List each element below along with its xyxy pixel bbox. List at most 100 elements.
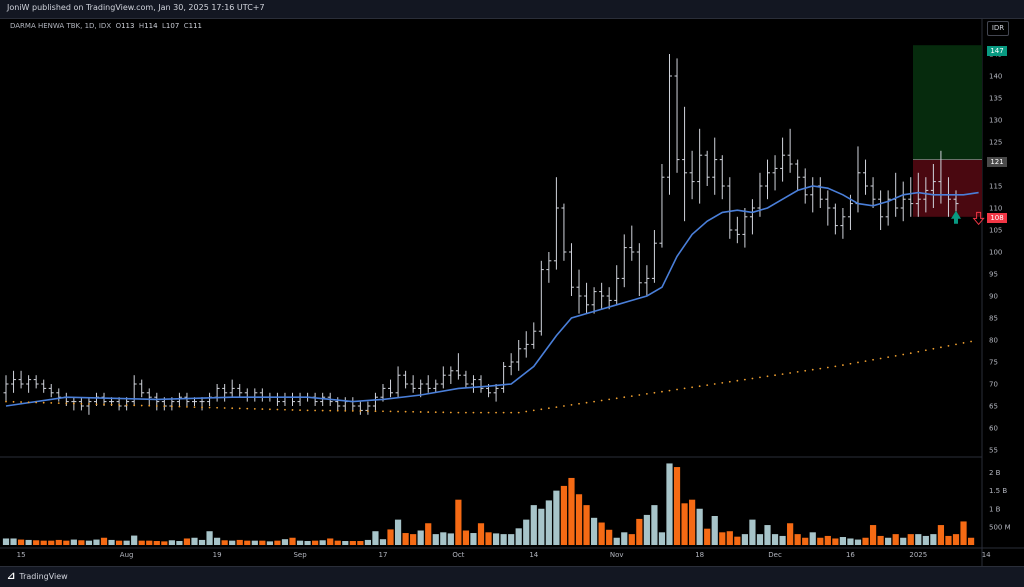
volume-bar [93, 540, 99, 545]
dotted-ma-point [171, 406, 173, 408]
volume-bar [915, 534, 921, 545]
dotted-ma-point [450, 412, 452, 414]
dotted-ma-point [111, 404, 113, 406]
volume-bar [546, 500, 552, 545]
volume-bar [425, 523, 431, 545]
volume-bar [870, 525, 876, 545]
price-tick-label: 55 [989, 447, 998, 455]
dotted-ma-point [88, 403, 90, 405]
volume-bar [327, 538, 333, 545]
volume-bar [938, 525, 944, 545]
dotted-ma-point [80, 403, 82, 405]
dotted-ma-point [359, 410, 361, 412]
volume-tick-label: 2 B [989, 469, 1001, 477]
dotted-ma-point [457, 412, 459, 414]
dotted-ma-point [601, 400, 603, 402]
dotted-ma-point [495, 412, 497, 414]
dotted-ma-point [548, 407, 550, 409]
dotted-ma-point [578, 403, 580, 405]
price-tick-label: 90 [989, 293, 998, 301]
dotted-ma-point [194, 406, 196, 408]
volume-bar [538, 509, 544, 545]
volume-bar [274, 541, 280, 545]
dotted-ma-point [141, 405, 143, 407]
volume-bar [621, 532, 627, 545]
volume-bar [727, 531, 733, 545]
dotted-ma-point [865, 360, 867, 362]
dotted-ma-point [148, 405, 150, 407]
dotted-ma-point [654, 392, 656, 394]
volume-bar [659, 532, 665, 545]
dotted-ma-point [179, 406, 181, 408]
dotted-ma-point [473, 412, 475, 414]
dotted-ma-point [375, 410, 377, 412]
currency-badge[interactable]: IDR [987, 21, 1009, 36]
dotted-ma-point [752, 378, 754, 380]
volume-tick-label: 1.5 B [989, 487, 1007, 495]
volume-bar [712, 516, 718, 545]
dotted-ma-point [880, 358, 882, 360]
volume-bar [184, 538, 190, 545]
publish-header: JoniW published on TradingView.com, Jan … [0, 0, 1024, 19]
volume-bar [576, 494, 582, 545]
dotted-ma-point [812, 369, 814, 371]
volume-bar [501, 534, 507, 545]
volume-bar [357, 541, 363, 545]
volume-bar [779, 536, 785, 545]
dotted-ma-point [623, 396, 625, 398]
price-tick-label: 80 [989, 337, 998, 345]
volume-bar [304, 541, 310, 545]
volume-bar [651, 505, 657, 545]
dotted-ma-point [955, 344, 957, 346]
dotted-ma-point [963, 342, 965, 344]
volume-bar [516, 528, 522, 545]
volume-bar [63, 541, 69, 545]
price-tick-label: 125 [989, 139, 1002, 147]
time-tick-label: 15 [17, 551, 26, 559]
volume-bar [810, 532, 816, 545]
volume-bar [674, 467, 680, 545]
time-tick-label: 14 [529, 551, 538, 559]
dotted-ma-point [126, 404, 128, 406]
profit-zone [913, 45, 982, 159]
volume-tick-label: 1 B [989, 505, 1001, 513]
volume-bar [342, 541, 348, 545]
dotted-ma-point [5, 401, 7, 403]
volume-bar [244, 541, 250, 545]
dotted-ma-point [261, 408, 263, 410]
close-value: 111 [189, 22, 202, 30]
moving-average-line [6, 186, 979, 406]
dotted-ma-point [73, 403, 75, 405]
volume-bar [282, 539, 288, 545]
dotted-ma-point [96, 403, 98, 405]
dotted-ma-point [571, 404, 573, 406]
tradingview-logo[interactable]: ⊿ TradingView [7, 571, 68, 582]
dotted-ma-point [246, 408, 248, 410]
volume-bar [229, 541, 235, 545]
symbol-name: DARMA HENWA TBK, 1D, IDX [10, 22, 111, 30]
dotted-ma-point [917, 351, 919, 353]
dotted-ma-point [13, 401, 15, 403]
dotted-ma-point [782, 373, 784, 375]
volume-bar [523, 520, 529, 545]
volume-bar [18, 540, 24, 545]
volume-bar [71, 540, 77, 545]
dotted-ma-point [940, 346, 942, 348]
dotted-ma-point [661, 391, 663, 393]
time-tick-label: Sep [293, 551, 307, 559]
dotted-ma-point [525, 411, 527, 413]
dotted-ma-point [480, 412, 482, 414]
volume-bar [508, 534, 514, 545]
dotted-ma-point [714, 383, 716, 385]
volume-bar [885, 538, 891, 545]
dotted-ma-point [850, 363, 852, 365]
volume-bar [614, 538, 620, 545]
price-tick-label: 70 [989, 381, 998, 389]
dotted-ma-point [28, 401, 30, 403]
price-tick-label: 130 [989, 117, 1002, 125]
price-tick-label: 135 [989, 95, 1002, 103]
volume-bar [206, 531, 212, 545]
price-chart[interactable]: 5560657075808590951001051101151201251301… [0, 18, 1024, 566]
price-tick-label: 60 [989, 425, 998, 433]
dotted-ma-point [842, 364, 844, 366]
